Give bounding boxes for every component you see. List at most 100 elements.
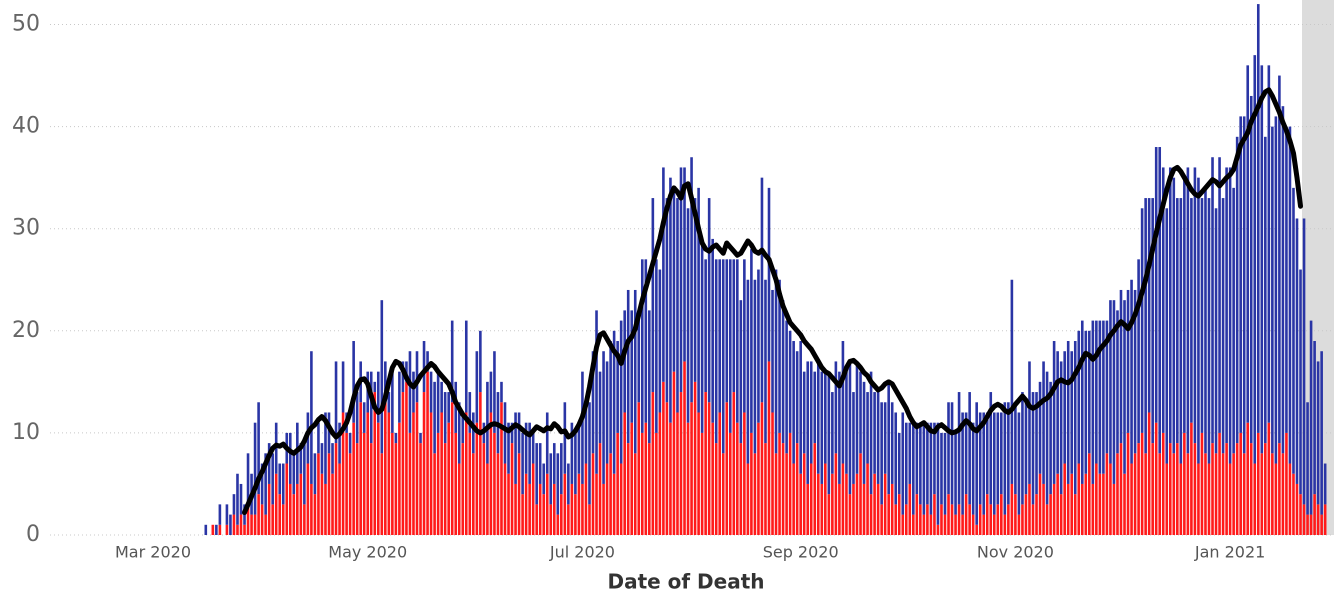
bar-segment — [852, 392, 855, 484]
bar-segment — [296, 483, 299, 535]
bar-segment — [640, 432, 644, 535]
bar-segment — [788, 432, 792, 535]
bar-segment — [922, 422, 926, 515]
bar-segment — [1052, 341, 1056, 484]
bar-segment — [521, 494, 524, 535]
bar-segment — [1003, 514, 1007, 535]
bar-segment — [1267, 65, 1271, 423]
bar-segment — [834, 453, 838, 535]
bar-segment — [1000, 412, 1003, 495]
bar-segment — [954, 514, 957, 535]
bar-segment — [609, 341, 612, 454]
bar-segment — [500, 381, 503, 403]
bar-segment — [859, 453, 862, 535]
bar-segment — [341, 361, 345, 413]
bar-segment — [700, 238, 704, 433]
bar-segment — [855, 473, 859, 535]
bar-segment — [1123, 300, 1126, 474]
bar-segment — [1014, 494, 1017, 535]
bar-segment — [1024, 402, 1028, 495]
bar-segment — [831, 392, 834, 474]
bar-segment — [496, 453, 500, 535]
bar-segment — [1147, 412, 1151, 535]
bar-segment — [514, 483, 517, 535]
bar-segment — [320, 473, 324, 535]
bar-segment — [630, 422, 634, 535]
y-tick-label: 0 — [26, 522, 40, 547]
bar-segment — [1066, 341, 1070, 484]
bar-segment — [503, 402, 507, 464]
bar-segment — [1320, 514, 1323, 535]
bar-segment — [799, 473, 802, 535]
bar-segment — [1017, 412, 1021, 515]
bar-segment — [324, 483, 327, 535]
bar-segment — [278, 494, 282, 535]
bar-segment — [253, 422, 257, 515]
bar-segment — [929, 422, 933, 515]
bar-segment — [1225, 167, 1228, 444]
bar-segment — [936, 422, 940, 525]
bar-segment — [1256, 4, 1260, 433]
bar-segment — [813, 371, 817, 444]
bar-segment — [1137, 259, 1140, 444]
bar-segment — [338, 463, 341, 535]
bar-segment — [447, 422, 450, 535]
bar-segment — [739, 300, 743, 444]
bar-segment — [718, 412, 722, 535]
bar-segment — [933, 422, 936, 495]
bar-segment — [806, 361, 810, 484]
bar-segment — [1147, 198, 1151, 413]
bar-segment — [1119, 443, 1123, 535]
bar-segment — [897, 494, 901, 535]
bar-segment — [774, 269, 778, 454]
bar-segment — [577, 422, 581, 474]
bar-segment — [211, 524, 215, 535]
bar-segment — [457, 463, 461, 535]
bar-segment — [869, 494, 873, 535]
bar-segment — [271, 453, 274, 505]
bar-segment — [848, 494, 852, 535]
bar-segment — [686, 208, 690, 423]
bar-segment — [964, 494, 968, 535]
bar-segment — [848, 361, 852, 495]
bar-segment — [443, 392, 447, 444]
bar-segment — [1158, 147, 1162, 454]
bar-segment — [384, 361, 387, 403]
bar-segment — [422, 392, 426, 535]
bar-segment — [883, 402, 887, 474]
bar-segment — [1204, 187, 1207, 454]
bar-segment — [838, 371, 841, 484]
bar-segment — [781, 300, 785, 444]
bar-segment — [1295, 218, 1299, 484]
bar-segment — [824, 371, 827, 464]
bar-segment — [799, 341, 802, 474]
bar-segment — [218, 524, 222, 535]
bar-segment — [795, 443, 799, 535]
bar-segment — [405, 381, 408, 535]
bar-segment — [486, 463, 489, 535]
bar-segment — [764, 443, 767, 535]
bar-segment — [1221, 453, 1225, 535]
bar-segment — [996, 412, 1000, 505]
bar-segment — [1207, 198, 1211, 464]
bar-segment — [1271, 453, 1274, 535]
bar-segment — [869, 371, 873, 495]
bar-segment — [324, 412, 327, 484]
bar-segment — [971, 514, 975, 535]
bar-segment — [1088, 453, 1091, 535]
bar-segment — [278, 463, 282, 495]
bar-segment — [827, 494, 831, 535]
bar-segment — [919, 504, 922, 535]
bar-segment — [605, 361, 609, 464]
bar-segment — [236, 473, 239, 525]
bar-segment — [570, 422, 574, 484]
bar-segment — [658, 269, 662, 413]
bar-segment — [1288, 126, 1292, 464]
bar-segment — [743, 259, 746, 413]
bar-segment — [1063, 351, 1066, 464]
bar-segment — [1045, 371, 1049, 505]
bar-segment — [232, 514, 236, 535]
bar-segment — [890, 402, 894, 484]
bar-segment — [1059, 494, 1063, 535]
bar-segment — [750, 249, 753, 433]
